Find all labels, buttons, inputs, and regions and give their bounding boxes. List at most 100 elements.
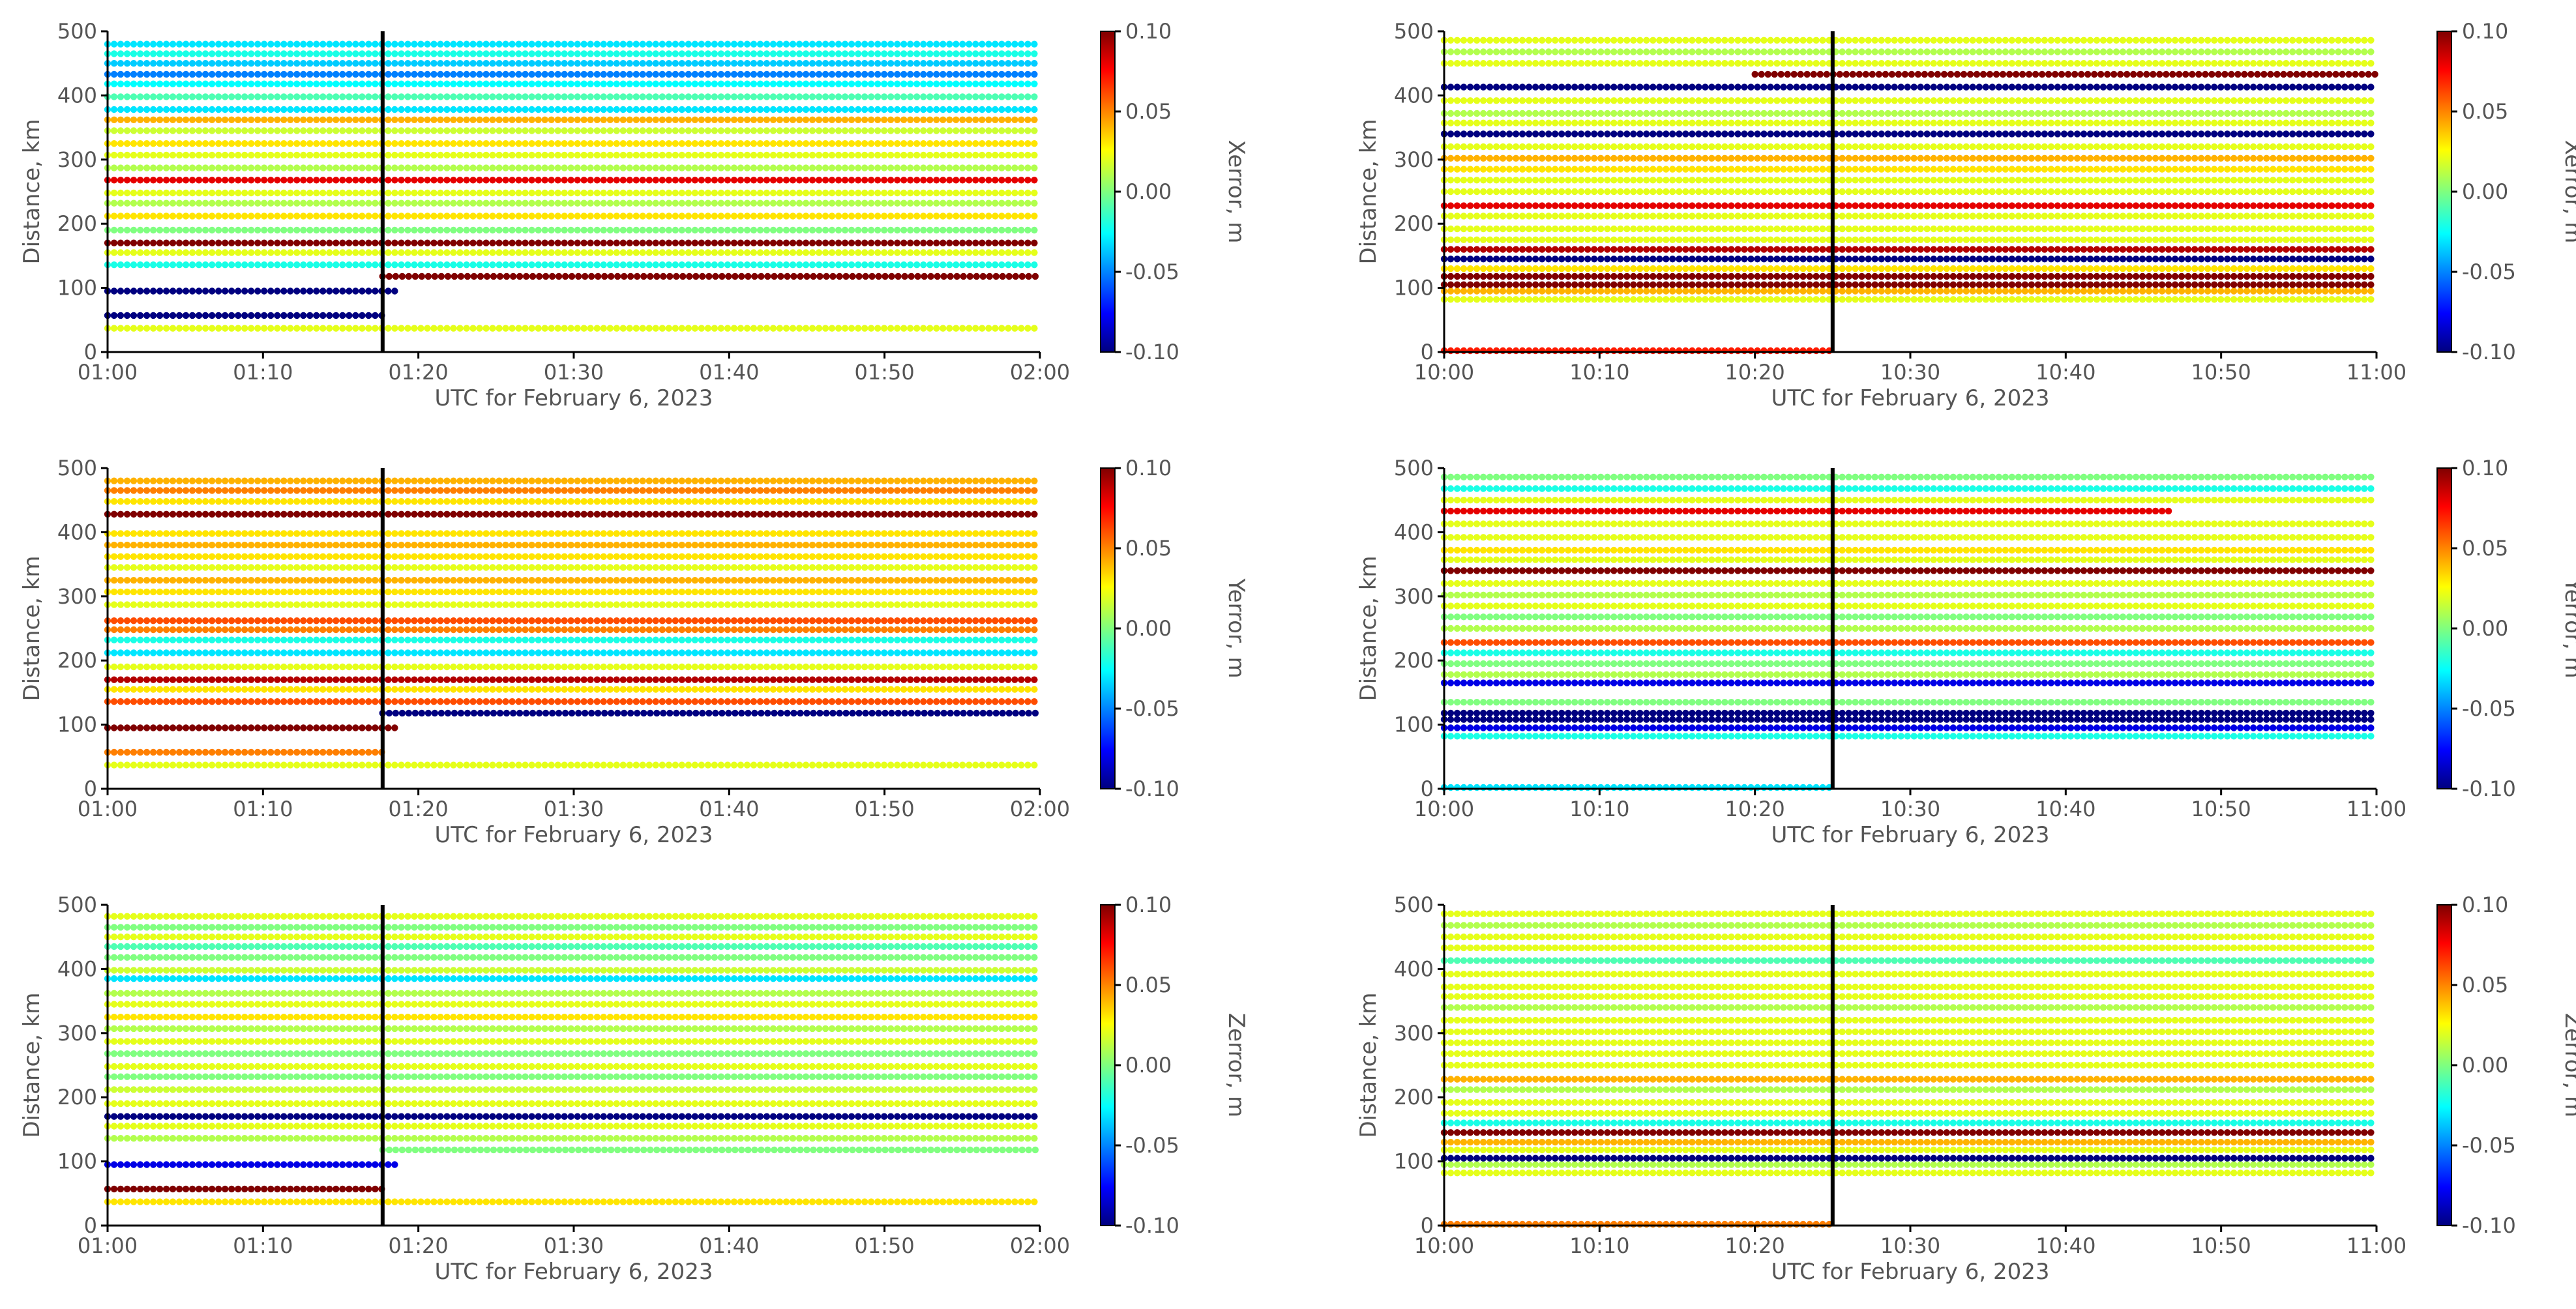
data-point xyxy=(404,93,411,100)
data-point xyxy=(2361,287,2367,294)
data-point xyxy=(143,177,150,183)
data-point xyxy=(1597,265,1604,272)
data-point xyxy=(627,249,633,256)
data-point xyxy=(2067,213,2074,219)
data-point xyxy=(1852,226,1858,232)
data-point xyxy=(594,152,600,158)
data-point xyxy=(600,40,607,47)
data-point xyxy=(913,200,920,207)
data-point xyxy=(992,261,998,268)
data-point xyxy=(196,249,202,256)
data-point xyxy=(979,261,985,268)
data-point xyxy=(587,213,594,219)
data-point xyxy=(274,40,280,47)
data-point xyxy=(1799,188,1806,195)
data-point xyxy=(1513,202,1519,209)
data-point xyxy=(339,81,346,87)
data-point xyxy=(1024,93,1031,100)
data-point xyxy=(816,249,822,256)
data-point xyxy=(1630,287,1636,294)
data-point xyxy=(300,117,306,123)
data-point xyxy=(319,40,326,47)
data-point xyxy=(555,71,561,78)
data-point xyxy=(1989,265,1996,272)
data-point xyxy=(926,50,933,57)
data-point xyxy=(235,312,241,319)
data-point xyxy=(346,152,352,158)
data-point xyxy=(548,40,555,47)
data-point xyxy=(1839,265,1845,272)
data-point xyxy=(319,200,326,207)
data-point xyxy=(913,325,920,331)
data-point xyxy=(1865,282,1872,288)
data-point xyxy=(2341,282,2348,288)
data-point xyxy=(346,240,352,246)
data-point xyxy=(1011,140,1018,147)
data-point xyxy=(1734,273,1741,280)
data-point xyxy=(1806,296,1813,302)
data-point xyxy=(1558,296,1565,302)
data-point xyxy=(692,81,698,87)
data-point xyxy=(1885,202,1891,209)
data-point xyxy=(1636,287,1643,294)
data-point xyxy=(2361,256,2367,262)
data-point xyxy=(992,117,998,123)
data-point xyxy=(156,227,163,233)
data-point xyxy=(267,325,274,331)
data-point xyxy=(489,60,496,66)
data-point xyxy=(750,140,757,147)
data-point xyxy=(998,40,1005,47)
data-point xyxy=(2237,265,2243,272)
data-point xyxy=(489,117,496,123)
data-point xyxy=(855,117,861,123)
data-point xyxy=(1578,256,1584,262)
data-point xyxy=(2243,202,2250,209)
data-point xyxy=(2257,287,2263,294)
data-point xyxy=(979,106,985,113)
data-point xyxy=(430,106,437,113)
data-point xyxy=(1604,347,1610,354)
data-point xyxy=(2263,226,2270,232)
data-point xyxy=(600,325,607,331)
data-point xyxy=(594,40,600,47)
data-point xyxy=(189,152,196,158)
data-point xyxy=(450,60,456,66)
data-point xyxy=(1996,188,2002,195)
data-point xyxy=(646,81,653,87)
data-point xyxy=(979,60,985,66)
data-point xyxy=(907,81,913,87)
data-point xyxy=(267,287,274,294)
data-point xyxy=(1539,246,1545,252)
data-point xyxy=(2302,202,2309,209)
data-point xyxy=(117,40,124,47)
data-point xyxy=(763,325,770,331)
data-point xyxy=(1558,282,1565,288)
data-point xyxy=(829,325,835,331)
data-point xyxy=(359,40,365,47)
data-point xyxy=(868,227,874,233)
data-point xyxy=(2328,265,2335,272)
data-point xyxy=(359,106,365,113)
data-point xyxy=(1689,265,1695,272)
data-point xyxy=(2035,213,2041,219)
data-point xyxy=(894,40,900,47)
data-point xyxy=(502,190,509,196)
data-point xyxy=(2367,237,2374,243)
data-point xyxy=(633,177,640,183)
data-point xyxy=(2270,287,2276,294)
data-point xyxy=(594,81,600,87)
data-point xyxy=(280,93,287,100)
data-point xyxy=(1970,202,1976,209)
data-point xyxy=(176,81,183,87)
data-point xyxy=(2120,282,2126,288)
data-point xyxy=(829,50,835,57)
data-point xyxy=(574,81,581,87)
data-point xyxy=(724,117,731,123)
data-point xyxy=(1845,226,1852,232)
data-point xyxy=(111,287,117,294)
data-point xyxy=(352,106,359,113)
data-point xyxy=(2028,282,2035,288)
data-point xyxy=(522,117,528,123)
data-point xyxy=(163,93,170,100)
data-point xyxy=(535,60,542,66)
